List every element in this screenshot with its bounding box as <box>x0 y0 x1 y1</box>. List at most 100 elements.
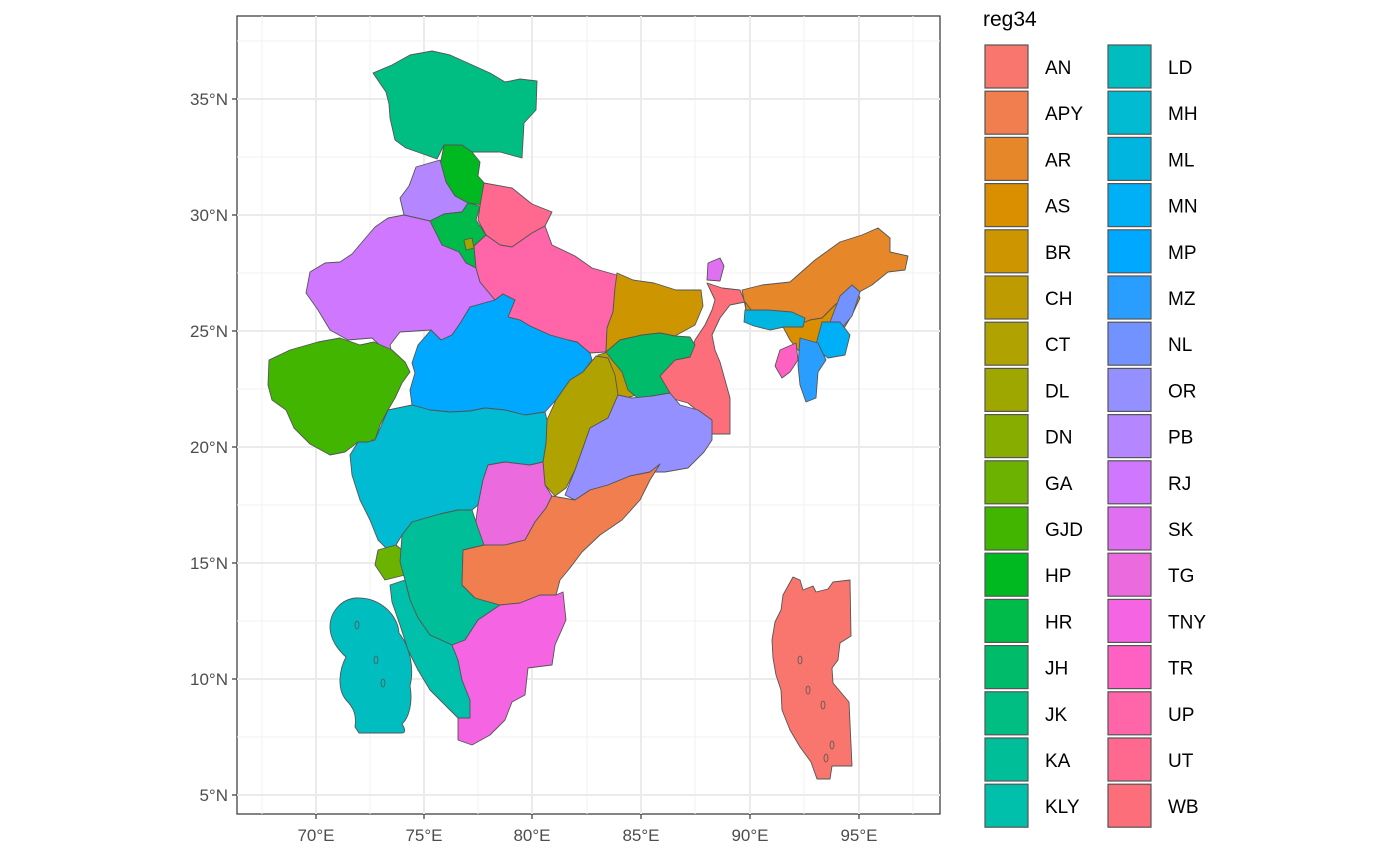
legend-key-swatch <box>984 552 1029 597</box>
legend-key-swatch <box>984 598 1029 644</box>
legend-key-swatch <box>984 44 1029 89</box>
legend-key-label: CT <box>1045 335 1071 356</box>
legend-key-swatch <box>984 229 1029 274</box>
x-tick-label: 80°E <box>513 826 550 845</box>
legend-key-label: OR <box>1168 381 1197 402</box>
legend-key-label: MH <box>1168 104 1198 125</box>
island-outline <box>829 740 835 750</box>
island-outline <box>373 655 379 665</box>
legend-key-label: AS <box>1045 197 1070 218</box>
x-tick-label: 95°E <box>840 826 877 845</box>
y-tick-label: 30°N <box>190 206 228 225</box>
legend-key-label: JH <box>1045 659 1068 680</box>
y-tick-label: 15°N <box>190 554 228 573</box>
legend-key-label: KA <box>1045 751 1071 772</box>
legend-key-swatch <box>1107 644 1152 690</box>
y-tick-label: 35°N <box>190 90 228 109</box>
legend-key-swatch <box>1107 506 1152 551</box>
legend-key-label: GJD <box>1045 520 1083 541</box>
y-tick-label: 25°N <box>190 322 228 341</box>
legend-key-label: WB <box>1168 797 1199 818</box>
legend-key-swatch <box>984 460 1029 505</box>
legend-key-label: LD <box>1168 58 1192 79</box>
legend-key-swatch <box>984 691 1029 736</box>
legend-key-label: TG <box>1168 566 1194 587</box>
legend-key-swatch <box>1107 275 1152 320</box>
y-tick-label: 20°N <box>190 438 228 457</box>
island-outline <box>820 700 826 710</box>
region-gjd <box>267 337 411 456</box>
legend-key-swatch <box>1107 783 1152 828</box>
x-tick-label: 85°E <box>622 826 659 845</box>
legend: AN APY AR AS BR CH CT DL DN GA GJD HP HR JH JK KA KLY LD M… <box>984 44 1206 828</box>
region-jk <box>372 50 538 160</box>
legend-key-swatch <box>1107 414 1152 459</box>
y-axis: 5°N 10°N 15°N 20°N 25°N 30°N 35°N <box>190 90 237 805</box>
legend-key-label: HP <box>1045 566 1071 587</box>
y-tick-label: 10°N <box>190 670 228 689</box>
x-tick-label: 75°E <box>405 826 442 845</box>
legend-key-label: GA <box>1045 474 1073 495</box>
legend-key-label: TR <box>1168 659 1193 680</box>
legend-key-swatch <box>984 783 1029 828</box>
legend-key-label: RJ <box>1168 474 1191 495</box>
legend-key-swatch <box>984 737 1029 782</box>
legend-key-swatch <box>1107 460 1152 505</box>
island-outline <box>805 685 811 695</box>
x-axis: 70°E 75°E 80°E 85°E 90°E 95°E <box>297 814 878 845</box>
legend-key-swatch <box>1107 691 1152 736</box>
legend-key-label: MN <box>1168 197 1198 218</box>
region-mz <box>797 337 827 403</box>
legend-key-swatch <box>984 644 1029 690</box>
legend-key-swatch <box>1107 321 1152 366</box>
legend-key-swatch <box>984 90 1029 135</box>
legend-key-label: UT <box>1168 751 1194 772</box>
regions-layer <box>267 50 909 780</box>
legend-key-label: NL <box>1168 335 1192 356</box>
region-wb <box>659 282 746 435</box>
island-outline <box>354 620 360 630</box>
legend-title: reg34 <box>983 8 1037 31</box>
legend-key-swatch <box>1107 90 1152 135</box>
region-jh <box>605 332 696 401</box>
legend-key-label: ML <box>1168 150 1194 171</box>
legend-key-swatch <box>1107 136 1152 181</box>
legend-key-label: HR <box>1045 612 1072 633</box>
legend-key-swatch <box>984 183 1029 228</box>
legend-key-label: PB <box>1168 428 1193 449</box>
legend-key-swatch <box>1107 44 1152 89</box>
legend-key-label: MZ <box>1168 289 1196 310</box>
legend-key-swatch <box>1107 552 1152 597</box>
legend-key-label: SK <box>1168 520 1194 541</box>
region-an <box>771 576 853 780</box>
x-tick-label: 90°E <box>731 826 768 845</box>
legend-key-label: AN <box>1045 58 1071 79</box>
legend-key-swatch <box>984 506 1029 551</box>
legend-key-swatch <box>984 414 1029 459</box>
legend-key-label: AR <box>1045 150 1071 171</box>
legend-key-label: KLY <box>1045 797 1080 818</box>
legend-key-label: MP <box>1168 243 1197 264</box>
legend-key-swatch <box>984 367 1029 412</box>
region-ml <box>743 309 806 331</box>
legend-key-swatch <box>984 321 1029 366</box>
island-outline <box>797 655 803 665</box>
island-outline <box>380 678 386 688</box>
region-tny <box>451 591 567 746</box>
legend-key-swatch <box>1107 737 1152 782</box>
legend-key-swatch <box>1107 229 1152 274</box>
legend-key-label: APY <box>1045 104 1083 125</box>
legend-key-label: JK <box>1045 705 1068 726</box>
region-sk <box>706 257 725 282</box>
legend-key-swatch <box>1107 598 1152 644</box>
legend-key-label: CH <box>1045 289 1072 310</box>
legend-key-label: DN <box>1045 428 1072 449</box>
legend-key-swatch <box>1107 367 1152 412</box>
region-dl <box>463 237 475 251</box>
legend-key-label: TNY <box>1168 612 1206 633</box>
x-tick-label: 70°E <box>297 826 334 845</box>
legend-key-label: BR <box>1045 243 1071 264</box>
legend-key-label: UP <box>1168 705 1194 726</box>
region-or <box>564 392 713 501</box>
